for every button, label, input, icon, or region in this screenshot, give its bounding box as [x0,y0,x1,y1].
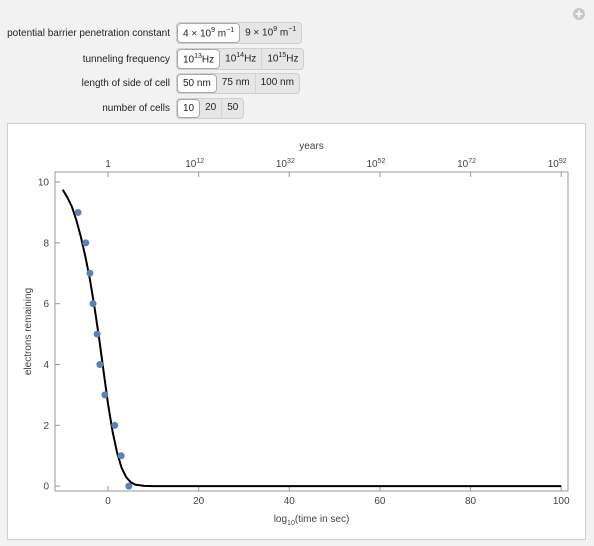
data-point [93,330,101,338]
y-tick-label: 0 [43,482,49,493]
y-tick-label: 8 [43,238,49,249]
data-point [82,239,90,247]
setter-button[interactable]: 100 nm [256,74,299,93]
exponent: 52 [378,158,386,165]
exponent: 72 [468,158,476,165]
x-tick-label: 20 [193,496,205,507]
text: 10 [267,53,279,65]
prefix: log [274,514,287,525]
x-axis-label: log10(time in sec) [274,514,350,527]
text: 10 [183,102,195,114]
base: 10 [185,159,197,170]
plot-frame [54,171,569,492]
text: 20 [205,101,217,113]
setter-button[interactable]: 1014Hz [220,48,263,70]
base: 10 [457,159,469,170]
data-point [89,300,97,308]
text: m [277,27,289,39]
setter-button[interactable]: 20 [200,98,223,118]
base: 10 [276,159,288,170]
text: 100 nm [260,76,294,88]
setter-bar: 4 × 109 m−1 9 × 109 m−1 [176,21,303,45]
fit-curve [61,189,562,488]
setter-button[interactable]: 50 nm [177,73,217,93]
text: Hz [286,53,299,65]
y-tick-label: 10 [38,178,50,189]
subscript: 10 [287,520,295,527]
data-point [86,269,94,277]
exponent: 92 [559,158,567,165]
y-axis-label: electrons remaining [23,288,34,375]
y-tick-label: 2 [43,421,49,432]
setter-bar: 50 nm 75 nm 100 nm [176,72,300,94]
plus-icon[interactable] [572,7,586,21]
text: 75 nm [221,76,250,88]
text: m [215,28,227,40]
superscript: 9 [211,26,215,34]
setter-button[interactable]: 10 [177,98,201,118]
x-tick-label: 60 [374,496,386,507]
setter-button[interactable]: 4 × 109 m−1 [177,22,241,44]
x-tick-label: 0 [105,496,111,507]
control-label: length of side of cell [81,77,170,89]
data-point [74,208,82,216]
superscript: 9 [273,25,278,33]
top-tick-label: 1032 [276,158,295,170]
x-tick-label: 80 [465,496,477,507]
setter-bar: 1013Hz 1014Hz 1015Hz [176,47,305,71]
setter-button[interactable]: 9 × 109 m−1 [240,23,301,43]
control-label: potential barrier penetration constant [7,27,170,39]
top-axis-label: years [299,141,323,152]
exponent: 12 [196,158,204,165]
text: 10 [183,54,195,66]
superscript: 15 [278,51,287,59]
data-point [101,391,109,399]
top-tick-label: 1092 [548,158,567,170]
top-tick-label: 1 [105,159,111,170]
text: Hz [201,54,215,66]
data-point [96,360,104,368]
data-point [117,452,125,460]
text: 4 × 10 [183,28,212,40]
top-tick-label: 1072 [457,158,476,170]
superscript: −1 [226,26,235,34]
y-tick-label: 6 [43,299,49,310]
base: 10 [548,159,560,170]
data-point [125,482,133,490]
control-row: tunneling frequency 1013Hz 1014Hz 1015Hz [0,47,305,71]
setter-button[interactable]: 75 nm [217,73,256,93]
control-row: length of side of cell 50 nm 75 nm 100 nm [0,72,300,94]
setter-bar: 10 20 50 [176,97,245,119]
text: Hz [244,53,257,65]
exponent: 32 [287,158,295,165]
text: 50 [227,101,239,113]
plot-panel [7,123,586,540]
top-tick-label: 1052 [366,158,385,170]
superscript: 14 [236,51,245,59]
text: 9 × 10 [245,27,274,39]
setter-button[interactable]: 1013Hz [177,48,221,70]
control-label: tunneling frequency [82,53,170,65]
y-tick-label: 4 [43,360,49,371]
superscript: 13 [194,52,202,60]
control-row: potential barrier penetration constant 4 … [0,21,303,45]
data-point [111,421,119,429]
setter-button[interactable]: 50 [222,99,243,118]
control-label: number of cells [102,102,170,114]
base: 10 [366,159,378,170]
control-row: number of cells 10 20 50 [0,97,245,119]
text: 50 nm [183,77,211,89]
x-tick-label: 40 [284,496,296,507]
top-tick-label: 1012 [185,158,204,170]
superscript: −1 [288,25,297,33]
text: 10 [225,53,237,65]
suffix: (time in sec) [295,514,349,525]
x-tick-label: 100 [553,496,570,507]
setter-button[interactable]: 1015Hz [262,49,303,69]
